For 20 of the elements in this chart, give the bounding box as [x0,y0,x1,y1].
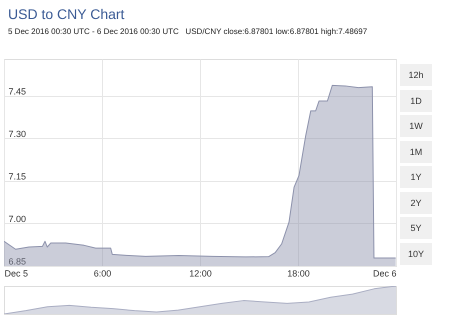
y-tick-label: 7.15 [8,171,26,182]
range-button: 1Y [400,166,432,188]
y-tick-label: 7.45 [8,86,26,96]
range-button: 10Y [400,242,432,264]
y-tick-label: 7.30 [8,128,26,139]
range-button: 2Y [400,192,432,214]
x-tick-label: 6:00 [94,268,112,278]
range-button: 12h [400,64,432,86]
range-button: 5Y [400,217,432,239]
x-tick-label: 18:00 [287,268,310,278]
y-tick-label: 6.85 [8,256,26,266]
x-tick-label: Dec 5 [4,268,28,278]
chart-subtitle: 5 Dec 2016 00:30 UTC - 6 Dec 2016 00:30 UTC USD/CNY close:6.87801 low:6.87801 high:7.48697 [8,27,368,36]
y-tick-label: 7.00 [8,214,26,224]
x-tick-label: Dec 6 [372,268,396,278]
range-button: 1D [400,90,432,112]
chart-title: USD to CNY Chart [8,6,124,22]
x-tick-label: 12:00 [189,268,212,278]
range-button: 1W [400,115,432,137]
range-button: 1M [400,140,432,162]
